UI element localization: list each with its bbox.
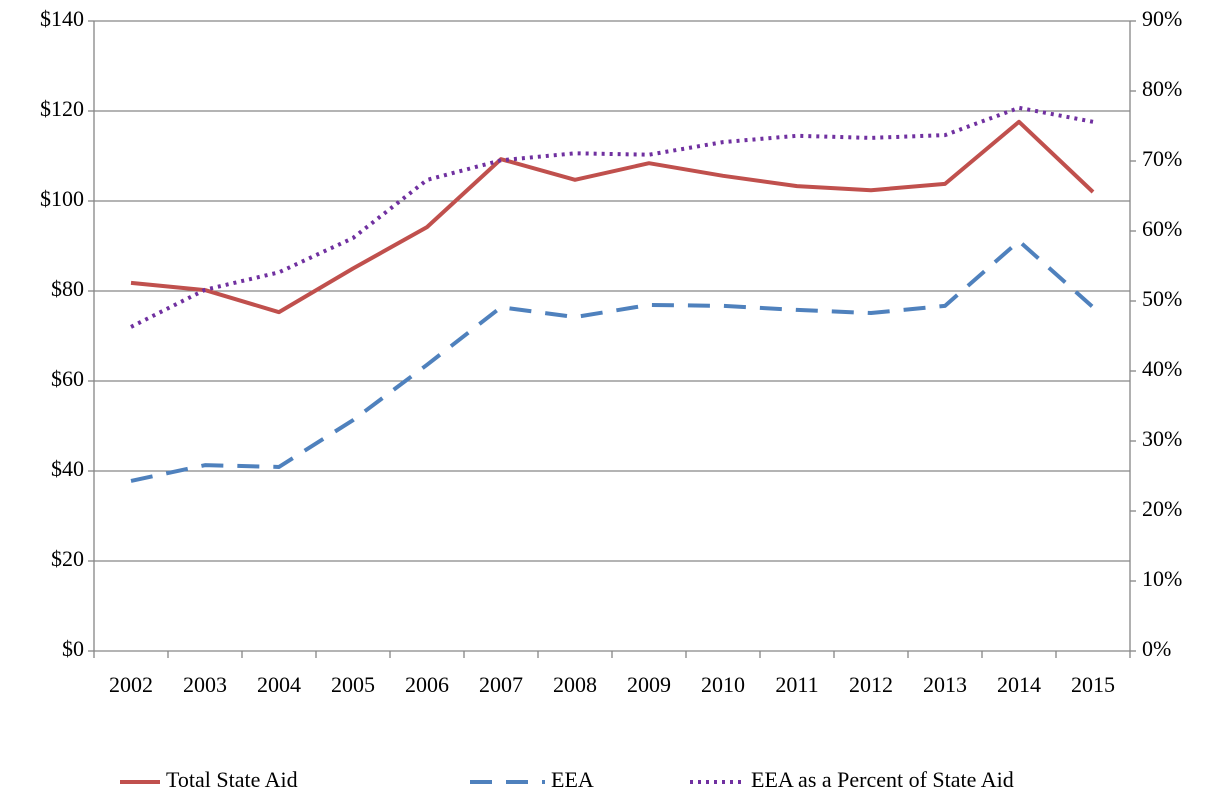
y-tick-label: $80 — [51, 276, 84, 301]
y-tick-label: $60 — [51, 366, 84, 391]
x-tick-label: 2010 — [701, 672, 745, 697]
y2-tick-label: 90% — [1142, 6, 1182, 31]
x-tick-label: 2011 — [775, 672, 818, 697]
y-tick-label: $120 — [40, 96, 84, 121]
series-line — [130, 105, 1094, 329]
x-tick-label: 2003 — [183, 672, 227, 697]
x-tick-label: 2012 — [849, 672, 893, 697]
y2-tick-label: 30% — [1142, 426, 1182, 451]
x-tick-label: 2014 — [997, 672, 1041, 697]
x-tick-label: 2004 — [257, 672, 301, 697]
x-tick-label: 2006 — [405, 672, 449, 697]
y2-tick-label: 50% — [1142, 286, 1182, 311]
legend-label: EEA — [551, 767, 594, 792]
x-tick-label: 2009 — [627, 672, 671, 697]
x-tick-label: 2005 — [331, 672, 375, 697]
y2-tick-label: 60% — [1142, 216, 1182, 241]
y-tick-label: $20 — [51, 546, 84, 571]
series-line — [130, 119, 1095, 315]
legend-label: Total State Aid — [166, 767, 298, 792]
x-tick-label: 2002 — [109, 672, 153, 697]
legend-label: EEA as a Percent of State Aid — [751, 767, 1014, 792]
x-tick-label: 2013 — [923, 672, 967, 697]
x-tick-label: 2007 — [479, 672, 523, 697]
y2-tick-label: 70% — [1142, 146, 1182, 171]
y-tick-label: $40 — [51, 456, 84, 481]
y2-tick-label: 80% — [1142, 76, 1182, 101]
y2-tick-label: 10% — [1142, 566, 1182, 591]
series-line — [130, 239, 1095, 483]
y2-tick-label: 0% — [1142, 636, 1171, 661]
y-tick-label: $0 — [62, 636, 84, 661]
y2-tick-label: 40% — [1142, 356, 1182, 381]
y-tick-label: $140 — [40, 6, 84, 31]
x-tick-label: 2015 — [1071, 672, 1115, 697]
y2-tick-label: 20% — [1142, 496, 1182, 521]
x-tick-label: 2008 — [553, 672, 597, 697]
y-tick-label: $100 — [40, 186, 84, 211]
